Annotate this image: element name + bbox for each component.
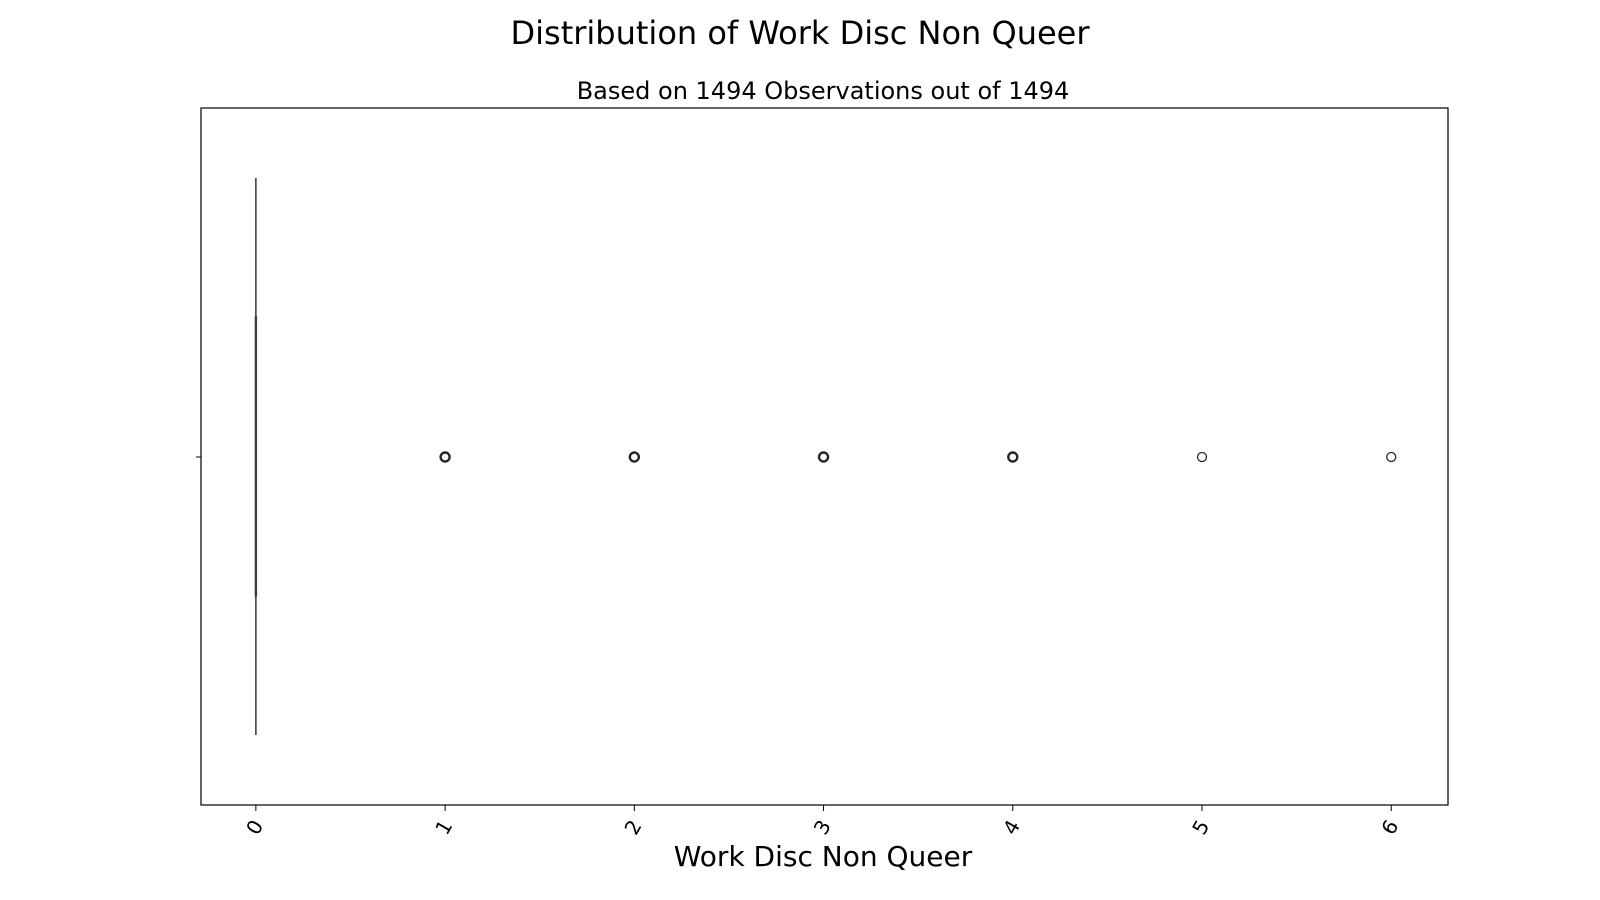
x-tick-label: 0 [241,816,268,839]
x-tick-label: 5 [1187,816,1214,839]
outlier-point [628,451,641,463]
plot-frame [200,107,1449,806]
x-tick-label: 6 [1376,816,1403,839]
x-tick-label: 1 [430,816,457,839]
outlier-point [1196,451,1208,463]
outlier-point [1007,451,1019,463]
x-tick-label: 4 [998,816,1025,839]
chart-subtitle: Based on 1494 Observations out of 1494 [577,77,1070,105]
outlier-point [439,451,451,463]
outlier-point [1386,451,1397,463]
chart-title: Distribution of Work Disc Non Queer [510,14,1090,52]
x-tick-label: 2 [619,816,646,839]
outlier-point [817,451,830,463]
x-axis-label: Work Disc Non Queer [674,840,973,873]
x-tick-label: 3 [809,816,836,839]
